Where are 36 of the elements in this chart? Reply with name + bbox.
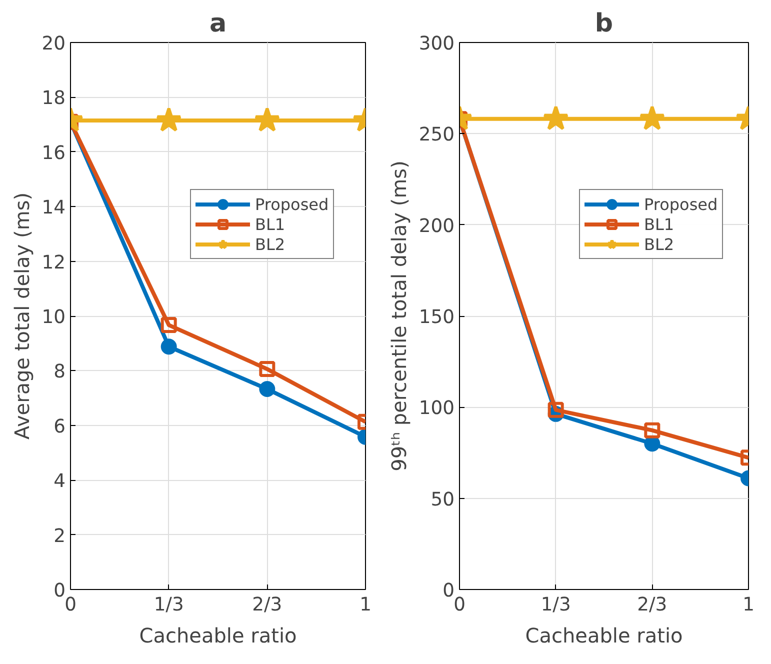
y-tick-label: 300 xyxy=(418,34,454,54)
legend-label: BL2 xyxy=(644,234,674,254)
x-tick-label: 1 xyxy=(360,594,372,616)
legend-label: BL1 xyxy=(644,214,674,234)
legend-label: BL2 xyxy=(255,234,286,254)
y-tick-label: 4 xyxy=(54,471,66,492)
y-tick-label: 200 xyxy=(418,216,454,237)
y-tick-label: 0 xyxy=(442,580,455,602)
y-tick-label: 8 xyxy=(54,362,66,383)
legend-label: Proposed xyxy=(255,194,329,214)
chart-title: a xyxy=(209,8,227,38)
legend-label: BL1 xyxy=(255,214,286,234)
x-axis-title: Cacheable ratio xyxy=(525,624,683,648)
y-tick-label: 12 xyxy=(42,252,66,274)
chart-title: b xyxy=(594,8,614,38)
y-tick-label: 6 xyxy=(54,416,66,438)
y-tick-label: 50 xyxy=(430,489,455,510)
y-tick-label: 20 xyxy=(42,34,66,54)
y-tick-label: 250 xyxy=(418,124,454,146)
y-tick-label: 0 xyxy=(54,580,66,602)
y-axis-title: 99ᵗʰ percentile total delay (ms) xyxy=(386,160,411,472)
y-tick-label: 18 xyxy=(42,88,66,110)
y-tick-label: 14 xyxy=(42,198,66,219)
legend-label: Proposed xyxy=(644,194,718,214)
x-tick-label: 2/3 xyxy=(252,594,282,616)
y-tick-label: 150 xyxy=(418,307,454,328)
y-tick-label: 100 xyxy=(418,398,454,420)
y-tick-label: 10 xyxy=(42,307,66,328)
x-tick-label: 1/3 xyxy=(154,594,184,616)
x-tick-label: 2/3 xyxy=(637,594,668,616)
y-tick-label: 16 xyxy=(42,142,66,164)
y-axis-title: Average total delay (ms) xyxy=(10,192,34,440)
x-tick-label: 1/3 xyxy=(540,594,571,616)
x-tick-label: 1 xyxy=(742,594,754,616)
x-axis-title: Cacheable ratio xyxy=(139,624,297,648)
y-tick-label: 2 xyxy=(54,526,66,547)
